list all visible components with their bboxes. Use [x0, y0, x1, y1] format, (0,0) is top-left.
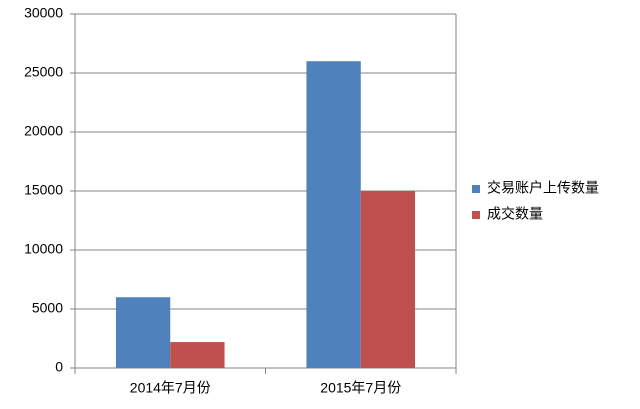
- legend-label: 交易账户上传数量: [487, 180, 599, 196]
- y-tick-label: 15000: [24, 182, 63, 198]
- y-tick-label: 20000: [24, 123, 63, 139]
- y-tick-label: 5000: [32, 300, 63, 316]
- legend-swatch: [472, 211, 480, 219]
- x-tick-label: 2014年7月份: [130, 380, 211, 396]
- bar: [360, 191, 416, 368]
- y-tick-label: 10000: [24, 241, 63, 257]
- bar: [170, 342, 225, 368]
- y-tick-label: 0: [55, 359, 63, 375]
- y-tick-label: 25000: [24, 64, 63, 80]
- bar: [306, 61, 361, 368]
- x-tick-label: 2015年7月份: [320, 380, 401, 396]
- bar: [115, 297, 171, 368]
- legend-swatch: [472, 185, 480, 193]
- y-tick-label: 30000: [24, 5, 63, 21]
- legend-label: 成交数量: [487, 206, 543, 222]
